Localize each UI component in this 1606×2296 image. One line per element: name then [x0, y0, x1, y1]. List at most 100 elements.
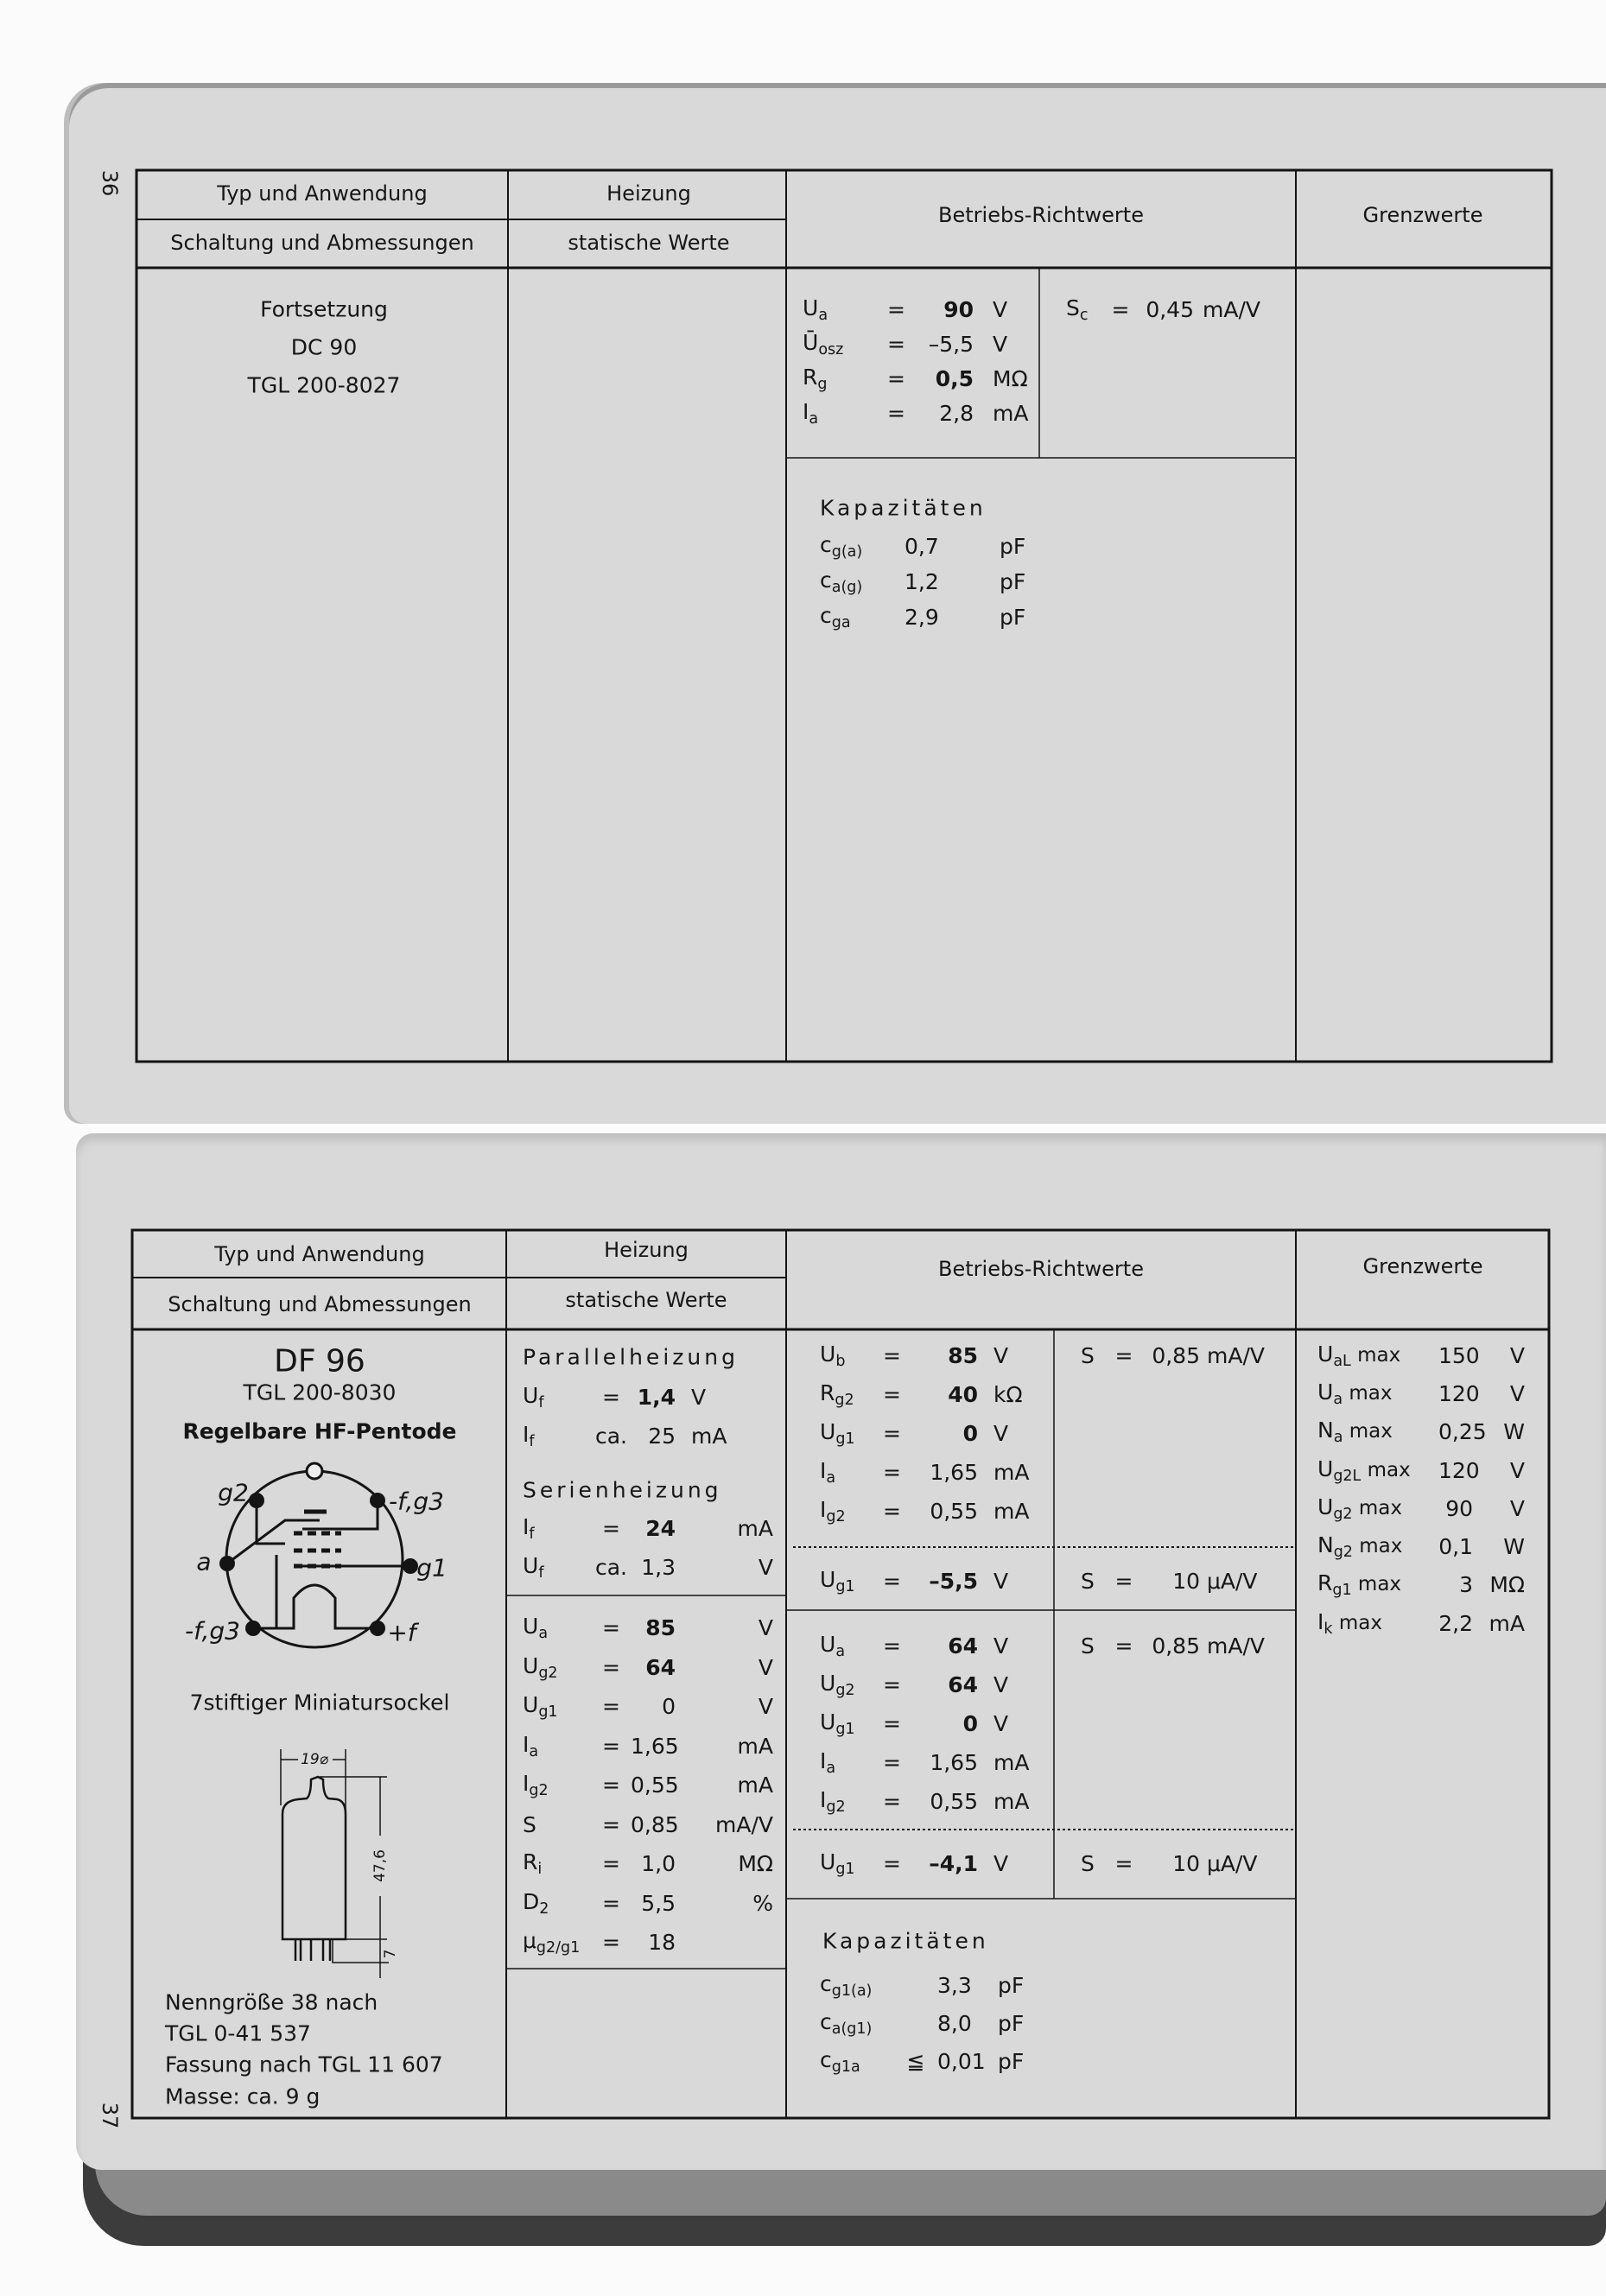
value-row: Ug1 = –5,5 V — [820, 1562, 1056, 1601]
operator: = — [883, 1672, 901, 1697]
capacitance-title: Kapazitäten — [822, 1928, 989, 1954]
symbol-letter: U — [523, 1383, 539, 1408]
operator: = — [887, 365, 905, 391]
value: 3,3 — [937, 1972, 972, 1998]
type-name: DC 90 — [290, 334, 358, 360]
operator: = — [883, 1750, 901, 1775]
symbol: S — [1081, 1343, 1107, 1368]
operator: = — [602, 1733, 620, 1759]
operator: = — [883, 1633, 901, 1659]
header-heizung: Heizung — [606, 181, 691, 206]
symbol: Na max — [1317, 1418, 1438, 1446]
symbol-subscript: g1a — [831, 2058, 860, 2076]
parallel-heating-values: Uf = 1,4 V If ca. 25 mA — [523, 1378, 773, 1456]
symbol-letter: I — [820, 1787, 827, 1812]
symbol: Ia — [803, 399, 881, 428]
unit: V — [993, 1851, 1009, 1876]
unit: V — [1509, 1342, 1525, 1368]
pin-diagram — [219, 1462, 418, 1649]
unit: mA — [737, 1773, 773, 1798]
value-row: Ig2 = 0,55 mA — [523, 1766, 773, 1805]
unit: V — [993, 1569, 1009, 1594]
symbol-subscript: g2 — [1333, 1505, 1353, 1523]
operator: = — [883, 1382, 901, 1407]
symbol-letter: U — [820, 1709, 836, 1735]
symbol: Ug2 — [820, 1671, 877, 1699]
value: 10 — [1172, 1569, 1200, 1594]
symbol-subscript: g1 — [835, 1430, 855, 1448]
symbol: D2 — [523, 1889, 592, 1918]
transconductance-1: S = 0,85 mA/V — [1081, 1336, 1278, 1375]
symbol-letter: I — [523, 1771, 530, 1797]
value: 64 — [948, 1672, 978, 1697]
symbol-letter: U — [1317, 1341, 1334, 1367]
operator: = — [883, 1569, 901, 1594]
value: 8,0 — [937, 2010, 972, 2036]
symbol-subscript: f — [529, 1525, 535, 1543]
symbol: Ug1 — [523, 1692, 592, 1721]
unit: pF — [1000, 605, 1026, 630]
symbol: Ia — [820, 1748, 877, 1777]
symbol-letter: U — [1317, 1379, 1334, 1405]
symbol-letter: U — [820, 1341, 836, 1367]
page-number: 37 — [98, 2102, 122, 2129]
symbol-letter: U — [1317, 1494, 1334, 1519]
value: 25 — [648, 1424, 676, 1449]
transconductance-2: S = 10 μA/V — [1081, 1562, 1278, 1601]
symbol: Ug2 — [523, 1653, 592, 1682]
page-number: 36 — [98, 169, 122, 197]
value-row: Ia = 1,65 mA — [820, 1453, 1056, 1492]
transconductance: Sc = 0,45 mA/V — [1066, 292, 1272, 327]
symbol: Ug2L max — [1317, 1456, 1438, 1485]
value: 0,45 — [1146, 296, 1194, 322]
symbol: Ua — [820, 1632, 877, 1660]
unit: mA — [993, 400, 1029, 426]
value-row: S = 0,85 mA/V — [1081, 1627, 1278, 1665]
capacitance-values: cg1(a) 3,3 pF ca(g1) 8,0 pF cg1a ≦ 0,01 pF — [820, 1966, 1041, 2080]
header-typ: Typ und Anwendung — [214, 1242, 425, 1266]
operator: = — [883, 1421, 901, 1446]
symbol: Ug2 max — [1317, 1494, 1438, 1523]
unit: W — [1503, 1534, 1525, 1560]
symbol: Ug1 — [820, 1419, 877, 1448]
unit: V — [758, 1555, 773, 1580]
operator: = — [883, 1851, 901, 1876]
value-row: Ua = 90 V — [803, 292, 1051, 327]
unit: V — [758, 1615, 773, 1641]
symbol-subscript: g1(a) — [831, 1982, 873, 2000]
header-betriebs: Betriebs-Richtwerte — [938, 203, 1144, 227]
symbol-letter: U — [523, 1553, 539, 1578]
unit: V — [993, 1672, 1009, 1697]
symbol: Ig2 — [820, 1787, 877, 1816]
parallel-heating-title: Parallelheizung — [523, 1344, 739, 1370]
transconductance-3: S = 0,85 mA/V — [1081, 1627, 1278, 1665]
symbol-subscript: a — [809, 409, 819, 428]
symbol-letter: c — [820, 2046, 832, 2072]
unit: V — [691, 1385, 707, 1410]
value: 90 — [1445, 1495, 1473, 1521]
symbol-subscript: g2L — [1333, 1467, 1362, 1485]
symbol-subscript: f — [538, 1394, 544, 1411]
value-row: Rg = 0,5 MΩ — [803, 361, 1051, 396]
value-row: UaL max 150 V — [1317, 1336, 1525, 1374]
symbol: ca(g1) — [820, 2009, 894, 2038]
pin-label-g1: g1 — [416, 1553, 448, 1582]
symbol-letter: N — [1317, 1418, 1334, 1443]
dimension-height: 47,6 — [371, 1849, 389, 1882]
value: 120 — [1438, 1380, 1480, 1406]
symbol-subscript: f — [538, 1564, 544, 1582]
value: 40 — [948, 1382, 978, 1407]
value: 90 — [943, 296, 974, 322]
note-line: Nenngröße 38 nach — [165, 1989, 378, 2015]
value-row: ca(g1) 8,0 pF — [820, 2004, 1041, 2042]
symbol-letter: R — [1317, 1570, 1333, 1596]
value-row: ca(g) 1,2 pF — [820, 564, 1025, 599]
value-row: Ūosz = –5,5 V — [803, 327, 1051, 361]
value: 2,9 — [905, 605, 939, 630]
unit: MΩ — [1489, 1572, 1525, 1598]
tube-name: DF 96 — [274, 1343, 365, 1380]
value-row: Ig2 = 0,55 mA — [820, 1782, 1056, 1821]
symbol: S — [523, 1812, 592, 1837]
symbol-letter: c — [820, 568, 832, 593]
value-row: Ug1 = –4,1 V — [820, 1844, 1056, 1883]
